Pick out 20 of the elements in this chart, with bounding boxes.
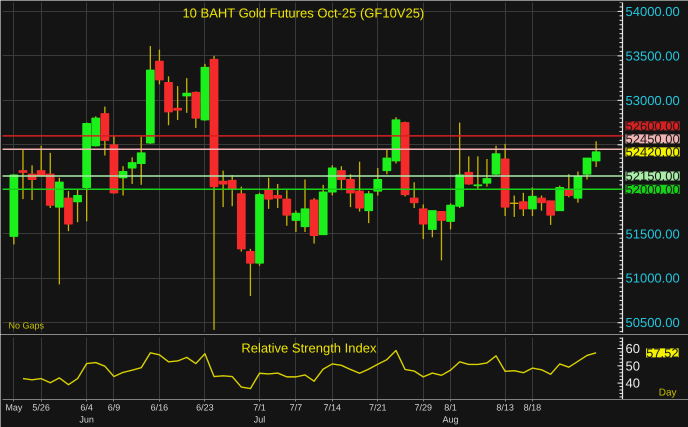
x-tick-label: 7/29 (414, 402, 432, 412)
x-tick-label: 7/1 Jul (253, 402, 266, 424)
x-tick-label: 6/9 (108, 402, 120, 412)
x-tick-label: 5/26 (32, 402, 50, 412)
x-tick-label: 7/7 (290, 402, 302, 412)
x-tick-label: May (5, 402, 23, 412)
x-tick-label: 6/23 (196, 402, 214, 412)
x-tick-label: 7/21 (369, 402, 387, 412)
y-tick-label: 40 (626, 376, 640, 391)
y-tick-label: 50 (626, 358, 640, 374)
x-tick-label: 7/14 (324, 402, 342, 412)
text: 57.52 (646, 345, 679, 360)
x-tick-label: 8/13 (496, 402, 514, 412)
x-tick-label: 6/16 (150, 402, 168, 412)
x-tick-label: 8/18 (524, 402, 542, 412)
y-tick-label: 60 (626, 341, 640, 356)
x-tick-label: 8/1 Aug (442, 402, 459, 424)
chart-title: Relative Strength Index (241, 340, 377, 356)
x-tick-label: 6/4 Jun (79, 402, 94, 424)
text: Day (658, 388, 677, 398)
